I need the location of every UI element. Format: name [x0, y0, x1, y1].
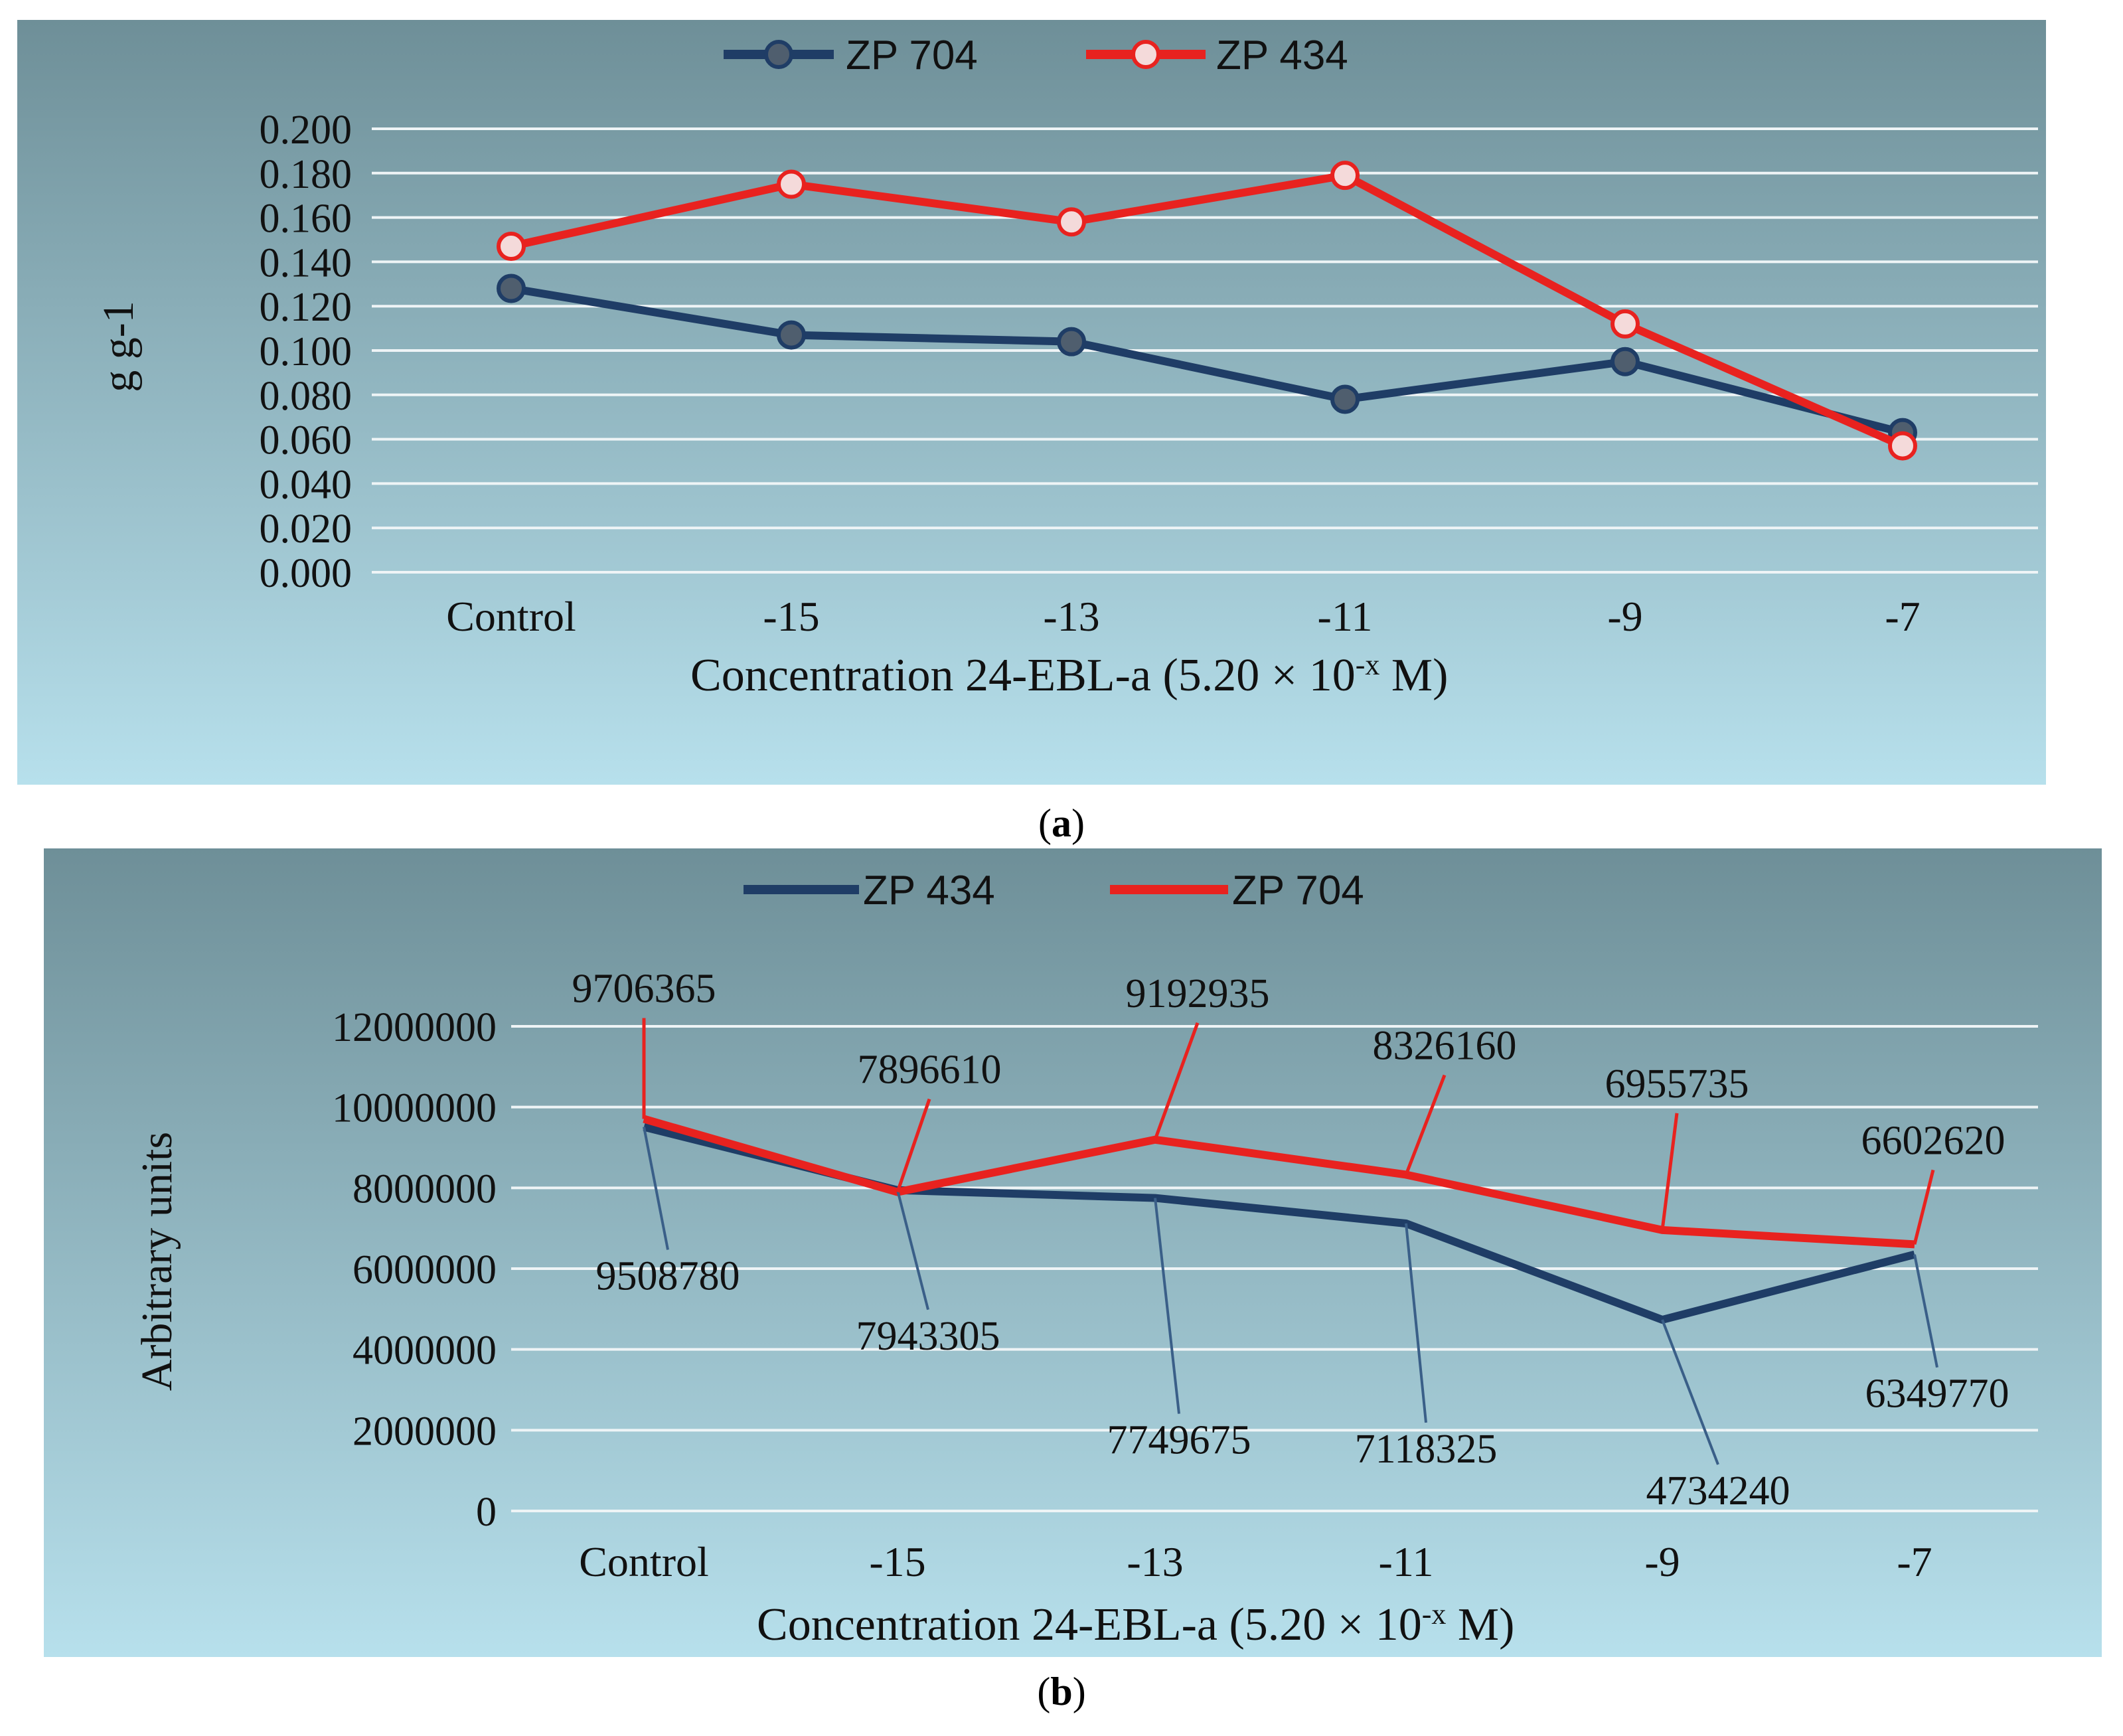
data-label-zp434: 7749675 — [1107, 1418, 1251, 1463]
y-tick-label: 0.200 — [260, 108, 353, 153]
data-label-zp704: 9706365 — [572, 967, 716, 1012]
data-label-leader-zp704 — [1153, 1022, 1200, 1141]
y-tick-label: 0 — [476, 1490, 497, 1535]
y-tick-label: 6000000 — [353, 1247, 497, 1293]
data-label-zp434: 7943305 — [856, 1314, 1000, 1359]
data-label-zp704: 9192935 — [1126, 971, 1270, 1016]
y-tick-label: 4000000 — [353, 1328, 497, 1374]
x-tick-label: -9 — [1644, 1538, 1680, 1585]
y-tick-label: 0.000 — [260, 551, 353, 596]
y-tick-label: 8000000 — [353, 1166, 497, 1212]
x-tick-label: -13 — [1127, 1538, 1183, 1585]
data-label-leader-zp434 — [1154, 1198, 1180, 1414]
y-tick-label: 0.080 — [260, 374, 353, 419]
y-tick-label: 0.060 — [260, 418, 353, 463]
data-label-zp434: 9508780 — [596, 1254, 740, 1299]
data-label-leader-zp704 — [1913, 1169, 1935, 1245]
data-label-leader-zp434 — [896, 1190, 929, 1310]
y-tick-label: 0.040 — [260, 462, 353, 507]
chart-b-x-axis-label: Concentration 24-EBL-a (5.20 × 10-x M) — [757, 1598, 1514, 1651]
data-label-zp434: 4734240 — [1646, 1468, 1790, 1514]
data-label-leader-zp434 — [643, 1127, 669, 1250]
data-point-zp434 — [1057, 207, 1086, 237]
x-tick-label: -11 — [1379, 1538, 1434, 1585]
x-tick-label: Control — [579, 1538, 709, 1585]
chart-a: 0.0000.0200.0400.0600.0800.1000.1200.140… — [17, 20, 2046, 785]
legend-label-zp704: ZP 704 — [1232, 868, 1364, 913]
data-point-zp434 — [1330, 161, 1360, 191]
data-point-zp704 — [497, 274, 526, 303]
data-label-zp434: 7118325 — [1355, 1427, 1498, 1472]
chart-b: 0 2000000 4000000 6000000 8000000 10000000 120… — [44, 848, 2102, 1657]
series-line-zp704 — [511, 284, 1904, 437]
chart-b-background — [44, 848, 2102, 1657]
chart-b-y-axis-label: Arbitrary units — [133, 1132, 181, 1391]
legend-marker-zp434 — [1131, 40, 1160, 69]
data-label-leader-zp704 — [1404, 1074, 1447, 1176]
y-tick-label: 0.100 — [260, 329, 353, 374]
data-label-leader-zp434 — [1661, 1319, 1719, 1465]
series-line-zp704 — [643, 1115, 1915, 1249]
chart-a-y-axis-label: g g-1 — [94, 301, 143, 392]
data-label-leader-zp704 — [1660, 1113, 1679, 1231]
data-label-zp704: 6602620 — [1861, 1118, 2005, 1163]
x-tick-label: -15 — [763, 593, 819, 640]
data-label-zp434: 6349770 — [1865, 1372, 2009, 1417]
data-label-leader-zp434 — [1913, 1254, 1938, 1368]
legend-marker-zp704 — [764, 40, 793, 69]
data-point-zp704 — [1611, 347, 1640, 376]
data-point-zp434 — [497, 232, 526, 262]
y-tick-label: 0.180 — [260, 152, 353, 197]
data-point-zp434 — [1611, 309, 1640, 339]
data-label-zp704: 7896610 — [858, 1048, 1002, 1093]
panel-b-caption: (b) — [1037, 1670, 1085, 1713]
data-label-zp704: 6955735 — [1605, 1062, 1749, 1107]
legend-label-zp704: ZP 704 — [846, 33, 978, 78]
data-point-zp704 — [1330, 384, 1360, 414]
y-tick-label: 0.140 — [260, 240, 353, 285]
x-tick-label: -7 — [1897, 1538, 1932, 1585]
data-label-leader-zp704 — [896, 1098, 931, 1193]
legend-label-zp434: ZP 434 — [1216, 33, 1348, 78]
panel-a-caption: (a) — [1038, 801, 1085, 845]
y-tick-label: 10000000 — [332, 1086, 497, 1131]
y-tick-label: 0.020 — [260, 507, 353, 552]
series-line-zp434 — [510, 171, 1905, 450]
x-tick-label: -13 — [1043, 593, 1099, 640]
x-tick-label: -15 — [869, 1538, 925, 1585]
data-label-leader-zp434 — [1405, 1223, 1427, 1423]
data-point-zp434 — [777, 169, 806, 199]
y-tick-label: 0.160 — [260, 197, 353, 242]
data-point-zp704 — [777, 320, 806, 350]
legend-label-zp434: ZP 434 — [863, 868, 995, 913]
chart-b-legend: ZP 434 ZP 704 — [744, 868, 1364, 913]
y-tick-label: 2000000 — [353, 1409, 497, 1454]
x-tick-label: -11 — [1318, 593, 1373, 640]
x-tick-label: -7 — [1885, 593, 1920, 640]
data-label-zp704: 8326160 — [1373, 1023, 1517, 1068]
y-tick-label: 12000000 — [332, 1005, 497, 1050]
data-point-zp434 — [1888, 431, 1917, 461]
y-tick-label: 0.120 — [260, 285, 353, 330]
chart-a-x-axis-label: Concentration 24-EBL-a (5.20 × 10-x M) — [690, 649, 1448, 702]
chart-a-legend: ZP 704 ZP 434 — [724, 33, 1348, 78]
x-tick-label: -9 — [1607, 593, 1642, 640]
data-point-zp704 — [1057, 327, 1086, 356]
x-tick-label: Control — [446, 593, 576, 640]
chart-a-background — [17, 20, 2046, 785]
